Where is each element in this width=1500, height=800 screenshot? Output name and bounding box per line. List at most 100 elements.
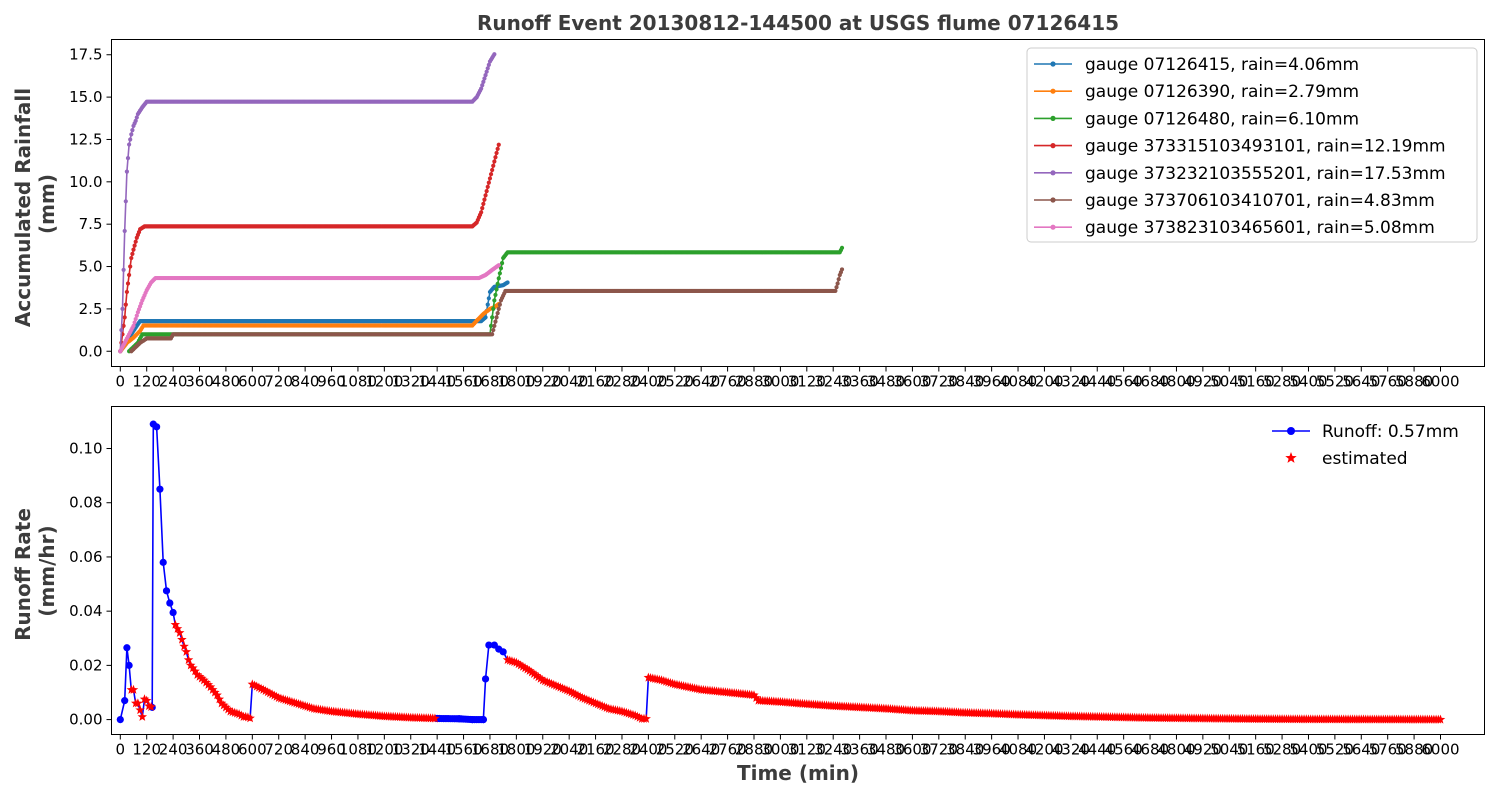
series-point [488,323,494,328]
bottom-x-tick-label: 1200 [365,741,403,759]
runoff-estimated-star [128,684,139,694]
top-x-tick-label: 3360 [841,373,879,391]
runoff-observed-point [123,644,131,652]
series-point [494,315,499,320]
series-point [132,320,137,325]
runoff-estimated-star [223,704,233,714]
top-x-tick-label: 3240 [814,373,852,391]
runoff-estimated-star [141,695,152,705]
runoff-observed-point [156,485,164,493]
top-x-tick-label: 2040 [550,373,588,391]
legend-item: gauge 07126415, rain=4.06mm [1034,55,1359,75]
top-x-tick-label: 1920 [524,373,562,391]
series-5 [118,52,497,354]
series-point [134,313,139,318]
top-y-tick-label: 5.0 [79,258,103,276]
series-point [481,79,486,84]
runoff-estimated-star [527,667,537,677]
runoff-estimated-star [135,705,145,715]
top-x-tick-label: 5760 [1369,373,1407,391]
runoff-estimated-star [516,660,526,670]
series-point [121,323,126,328]
series-line [119,53,496,352]
bottom-x-tick-label: 3480 [867,741,905,759]
legend-item: gauge 373315103493101, rain=12.19mm [1034,137,1446,157]
series-point [494,150,499,156]
bottom-x-tick-label: 4320 [1052,741,1090,759]
figure-title: Runoff Event 20130812-144500 at USGS flu… [477,11,1119,35]
bottom-legend: Runoff: 0.57mm estimated [1272,422,1459,469]
series-point [487,176,493,181]
top-x-tick-label: 0 [116,373,126,391]
legend-label: gauge 07126390, rain=2.79mm [1085,82,1359,102]
runoff-estimated-star [531,670,541,680]
top-y-tick-label: 12.5 [69,130,102,148]
series-point [484,69,489,74]
top-x-tick-label: 6000 [1421,373,1459,391]
series-point [486,296,491,301]
series-point [131,247,136,252]
top-x-tick-label: 2160 [576,373,614,391]
series-point [497,302,502,307]
top-series-layer [118,52,845,354]
top-x-tick-label: 3600 [893,373,931,391]
runoff-estimated-star [177,634,187,644]
runoff-estimated-star [533,672,544,682]
bottom-y-tick-label: 0.06 [69,548,102,566]
series-point [124,289,129,295]
series-point [128,137,133,142]
runoff-estimated-star [199,675,209,685]
series-point [479,210,484,215]
bottom-x-tick-label: 2040 [550,741,588,759]
bottom-x-tick-label: 2520 [656,741,694,759]
runoff-estimated-star [139,694,150,704]
series-point [122,315,127,320]
bottom-y-tick-label: 0.08 [69,494,102,512]
legend-item: Runoff: 0.57mm [1272,422,1459,442]
bottom-x-tick-label: 4200 [1025,741,1063,759]
series-point [133,239,138,244]
series-line [119,303,500,352]
series-point [124,169,129,174]
top-legend: gauge 07126415, rain=4.06mm gauge 0712639… [1026,47,1478,243]
top-x-tick-label: 2520 [656,373,694,391]
legend-label: gauge 373315103493101, rain=12.19mm [1085,137,1446,157]
runoff-estimated-star [133,698,143,708]
series-point [499,261,505,266]
top-x-tick-label: 1320 [392,373,430,391]
runoff-estimated-star [212,690,222,700]
top-x-tick-label: 1680 [471,373,509,391]
series-point [483,72,488,78]
bottom-x-tick-label: 120 [132,741,161,759]
bottom-x-tick-label: 3720 [920,741,958,759]
legend-swatch-marker [1050,170,1056,176]
series-2 [118,301,501,354]
series-point [483,193,488,198]
legend-label: gauge 373706103410701, rain=4.83mm [1085,191,1435,211]
series-point [491,163,496,168]
bottom-x-tick-label: 5760 [1369,741,1407,759]
runoff-estimated-star [207,684,218,694]
series-point [129,255,134,261]
series-point [130,128,135,133]
series-point [494,287,499,292]
top-x-tick-label: 2400 [629,373,667,391]
series-point [483,315,488,320]
top-y-tick-label: 7.5 [79,215,103,233]
top-y-tick-label: 0.0 [79,342,103,360]
top-x-tick-label: 1800 [497,373,535,391]
series-point [486,180,491,185]
top-x-tick-label: 1560 [444,373,482,391]
runoff-estimated-star [192,669,203,679]
series-point [479,86,484,91]
bottom-x-tick-label: 5040 [1210,741,1248,759]
series-point [133,118,138,123]
bottom-x-tick-label: 4680 [1131,741,1169,759]
runoff-estimated-star [205,682,216,692]
series-1 [118,280,510,354]
top-x-tick-label: 2760 [708,373,746,391]
bottom-y-tick-label: 0.04 [69,602,102,620]
series-point [128,264,133,269]
legend-label: gauge 373823103465601, rain=5.08mm [1085,218,1435,238]
legend-item: gauge 07126480, rain=6.10mm [1034,109,1359,129]
